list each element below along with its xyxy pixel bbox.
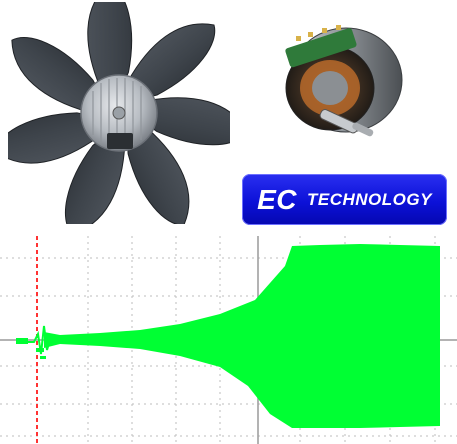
ec-motor-image: [285, 25, 403, 137]
waveform-start-marker: [16, 338, 28, 344]
oscilloscope-waveform-image: [0, 236, 457, 444]
badge-ec-text: EC: [257, 183, 297, 215]
waveform-spike: [20, 325, 51, 355]
waveform-envelope: [44, 244, 440, 428]
ec-technology-badge: EC TECHNOLOGY: [242, 174, 447, 225]
axial-fan-image: [8, 2, 230, 224]
badge-technology-text: TECHNOLOGY: [306, 189, 432, 209]
